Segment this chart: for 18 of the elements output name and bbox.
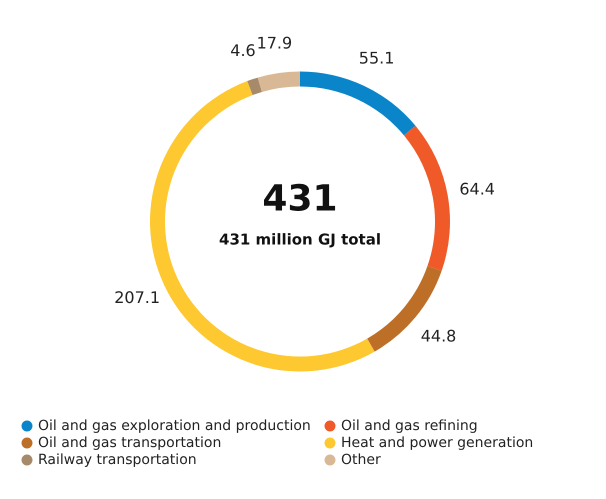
donut-slice xyxy=(247,78,262,96)
data-label: 55.1 xyxy=(358,48,394,68)
legend-label: Other xyxy=(341,452,381,468)
data-label: 17.9 xyxy=(256,33,292,52)
text: 431 xyxy=(262,178,338,220)
data-label: 4.6 xyxy=(230,40,256,60)
legend-label: Heat and power generation xyxy=(341,435,534,451)
data-label: 64.4 xyxy=(459,180,495,199)
legend-label: Oil and gas exploration and production xyxy=(38,418,311,434)
data-label: 44.8 xyxy=(420,326,456,346)
donut-slice xyxy=(404,126,450,271)
legend-label: Oil and gas refining xyxy=(341,418,478,434)
text: 431 million GJ total xyxy=(219,230,381,248)
donut-slice xyxy=(300,72,416,136)
data-label: 207.1 xyxy=(114,288,160,308)
donut-slice xyxy=(258,72,300,92)
legend-label: Railway transportation xyxy=(38,452,197,468)
legend-label: Oil and gas transportation xyxy=(38,435,222,451)
